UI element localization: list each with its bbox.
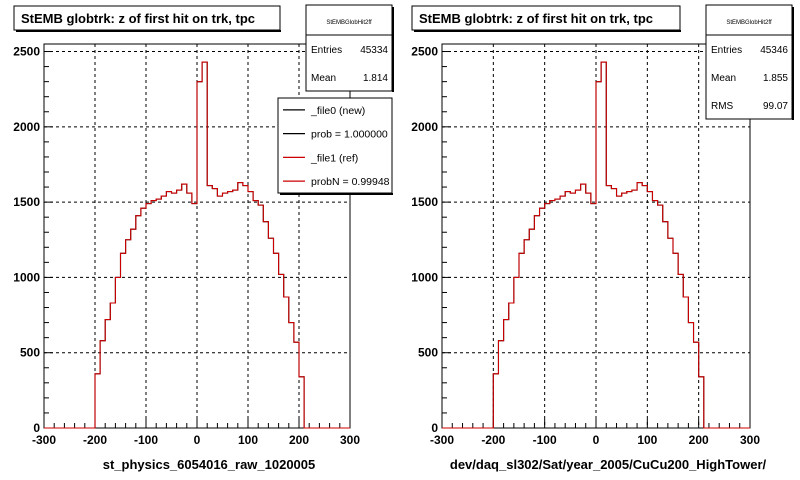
- x-tick-label: -200: [83, 433, 107, 447]
- legend-entries: _file0 (new) prob = 1.000000 _file1 (ref) p…: [283, 105, 390, 188]
- chart-title: StEMB globtrk: z of first hit on trk, tp…: [419, 11, 653, 26]
- right-histogram-panel: -300 -200 -100 0 100 200 300 0 500 1000 1500 2000 25…: [411, 4, 794, 472]
- x-tick-label: 300: [740, 433, 760, 447]
- stats-label: Mean: [311, 73, 336, 84]
- stats-label: Mean: [711, 73, 736, 84]
- y-tick-label: 1500: [13, 195, 40, 209]
- x-tick-label: 200: [689, 433, 709, 447]
- x-tick-label: 0: [593, 433, 600, 447]
- x-tick-label: 0: [194, 433, 201, 447]
- x-tick-label: -100: [533, 433, 557, 447]
- stats-label: Entries: [311, 45, 342, 56]
- stats-box: [305, 4, 393, 92]
- stats-value: 99.07: [763, 101, 788, 112]
- x-tick-label: 100: [637, 433, 657, 447]
- legend-label: probN = 0.99948: [311, 176, 390, 188]
- legend-label: _file1 (ref): [310, 152, 358, 164]
- series-ref-histogram: [44, 61, 350, 429]
- y-tick-label: 0: [431, 421, 438, 435]
- title-box: [411, 5, 681, 31]
- y-tick-label: 1000: [13, 270, 40, 284]
- x-tick-label: -300: [32, 433, 56, 447]
- legend-label: _file0 (new): [310, 105, 365, 117]
- y-tick-label: 1000: [411, 270, 438, 284]
- stats-value: 45346: [760, 45, 788, 56]
- x-tick-label: 100: [238, 433, 258, 447]
- x-tick-label: -200: [481, 433, 505, 447]
- y-tick-label: 0: [33, 421, 40, 435]
- stats-value: 1.855: [763, 73, 788, 84]
- y-tick-label: 2500: [411, 45, 438, 59]
- series-ref-histogram: [442, 61, 750, 429]
- y-tick-label: 2000: [411, 120, 438, 134]
- stats-value: 1.814: [363, 73, 388, 84]
- y-tick-label: 500: [418, 346, 438, 360]
- legend-label: prob = 1.000000: [311, 129, 388, 141]
- x-tick-label: -300: [430, 433, 454, 447]
- y-tick-label: 500: [20, 346, 40, 360]
- x-axis-label: dev/daq_sl302/Sat/year_2005/CuCu200_High…: [450, 457, 767, 472]
- stats-name: StEMBGlobHit2ff: [326, 20, 372, 26]
- x-tick-label: 200: [289, 433, 309, 447]
- y-tick-label: 2500: [13, 45, 40, 59]
- legend-box: [277, 97, 393, 194]
- stats-name: StEMBGlobHit2ff: [726, 20, 772, 26]
- x-axis-label: st_physics_6054016_raw_1020005: [103, 457, 316, 472]
- x-tick-label: -100: [134, 433, 158, 447]
- stats-label: RMS: [711, 101, 734, 112]
- y-tick-label: 1500: [411, 195, 438, 209]
- stats-label: Entries: [711, 45, 742, 56]
- stats-value: 45334: [360, 45, 388, 56]
- x-tick-label: 300: [340, 433, 360, 447]
- left-histogram-panel: -300 -200 -100 0 100 200 300 0 500 1000 1500 2000 25…: [13, 4, 394, 472]
- y-tick-label: 2000: [13, 120, 40, 134]
- chart-title: StEMB globtrk: z of first hit on trk, tp…: [21, 11, 255, 26]
